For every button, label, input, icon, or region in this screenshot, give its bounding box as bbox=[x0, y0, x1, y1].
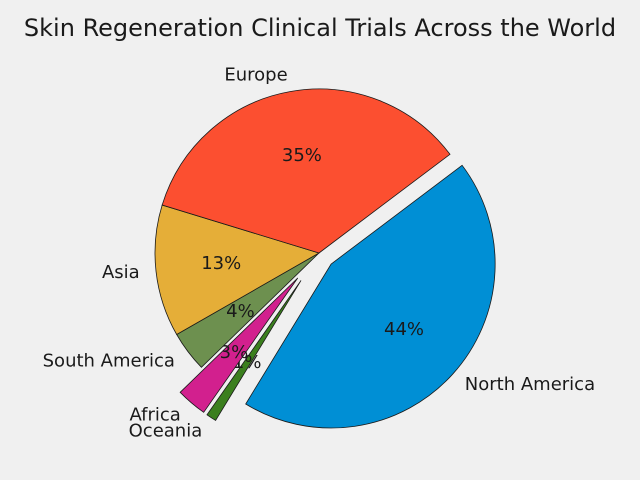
category-label-south-america: South America bbox=[43, 351, 175, 372]
category-label-north-america: North America bbox=[465, 374, 595, 395]
pct-label-europe: 35% bbox=[282, 145, 322, 166]
chart-title: Skin Regeneration Clinical Trials Across… bbox=[23, 14, 617, 42]
pie-slice-north-america bbox=[245, 164, 496, 429]
pie-slice-asia bbox=[154, 204, 321, 336]
category-label-africa: Africa bbox=[129, 404, 180, 425]
pie-slice-oceania bbox=[206, 280, 302, 421]
pie-slice-africa bbox=[179, 277, 299, 413]
category-label-europe: Europe bbox=[224, 64, 287, 85]
pct-label-north-america: 44% bbox=[384, 319, 424, 340]
pie-slice-europe bbox=[161, 88, 451, 254]
pct-label-africa: 3% bbox=[220, 342, 249, 363]
category-label-oceania: Oceania bbox=[129, 420, 203, 441]
pct-label-asia: 13% bbox=[201, 253, 241, 274]
category-label-asia: Asia bbox=[102, 262, 140, 283]
pct-label-south-america: 4% bbox=[226, 301, 255, 322]
